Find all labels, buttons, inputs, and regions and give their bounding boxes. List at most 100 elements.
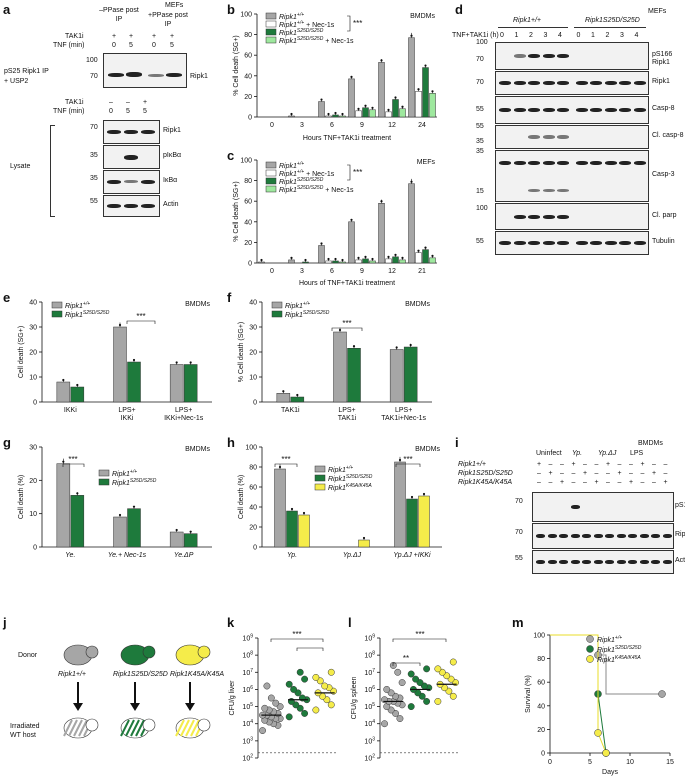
g-ylabel: Cell death (%) — [18, 475, 25, 519]
h-legend-label: Ripk1S25D/S25D — [328, 474, 373, 483]
panel-label-i: i — [455, 435, 459, 450]
h-point — [362, 536, 366, 540]
col-label-mefs: MEFs — [165, 2, 184, 9]
i-sign: – — [560, 461, 564, 468]
d-time-label: 1 — [514, 32, 519, 39]
panel-label-k: k — [227, 615, 235, 630]
i-protein-label: Ripk1 — [675, 531, 685, 538]
d-band — [633, 241, 646, 245]
g-point — [76, 492, 79, 495]
e-point — [76, 383, 79, 387]
c-sig: *** — [353, 168, 362, 177]
base: 10 — [364, 670, 372, 677]
h-bar — [394, 461, 406, 548]
b-bar — [385, 111, 392, 118]
i-genotype-label: Ripk1S25D/S25D — [458, 470, 513, 477]
j-host-stripe — [120, 719, 130, 737]
c-xtick-label: 21 — [418, 268, 426, 275]
gene: Ripk1 — [112, 471, 130, 478]
c-point — [260, 258, 263, 262]
c-bar — [288, 259, 295, 264]
f-ylabel: % Cell death (SG+) — [238, 322, 245, 383]
i-sign: + — [560, 479, 565, 486]
c-title: MEFs — [417, 159, 436, 166]
c-point — [387, 255, 390, 258]
b-bar — [355, 110, 362, 118]
g-legend-swatch — [98, 478, 110, 486]
d-band — [528, 241, 540, 245]
d-band — [542, 161, 555, 165]
l-point — [383, 685, 391, 693]
i-sign: – — [606, 470, 610, 477]
exp: 3 — [372, 736, 375, 742]
l-sig: ** — [403, 654, 409, 663]
i-band — [605, 560, 614, 564]
f-bar — [389, 349, 404, 403]
m-legend-swatch — [586, 655, 594, 663]
i-group-label: Yp. — [572, 450, 583, 457]
e-ytick-label: 40 — [29, 300, 37, 307]
d-mw-mark: 100 — [476, 205, 488, 212]
l-point — [434, 697, 442, 705]
i-sign: + — [606, 461, 611, 468]
k-point — [263, 682, 271, 690]
exp: 4 — [250, 719, 253, 725]
d-blot-row — [495, 42, 649, 70]
d-band — [590, 81, 602, 85]
h-legend-label: Ripk1K45A/K45A — [328, 483, 372, 492]
base: 10 — [364, 721, 372, 728]
k-point — [301, 709, 309, 717]
i-sign: + — [537, 461, 542, 468]
k-ytick-label: 105 — [242, 702, 253, 711]
c-bar — [422, 249, 429, 264]
a-lysate-tnf-value: 5 — [143, 108, 147, 115]
c-legend-swatch — [265, 185, 277, 193]
e-xtick-label: IKKi — [64, 407, 77, 414]
i-band — [536, 534, 545, 538]
m-xlabel: Days — [602, 769, 618, 776]
j-host-stripe — [175, 719, 185, 737]
base: 10 — [364, 756, 372, 763]
e-legend-label: Ripk1+/+ — [65, 301, 90, 310]
i-blot-row — [532, 523, 674, 549]
m-xtick-label: 0 — [548, 759, 552, 766]
i-sign: + — [617, 470, 622, 477]
e-ytick-label: 30 — [29, 325, 37, 332]
h-point — [278, 465, 282, 469]
h-sig-bracket-2 — [395, 463, 421, 467]
i-group-label: Yp.ΔJ — [598, 450, 617, 457]
d-time-label: 0 — [500, 32, 504, 39]
d-band — [542, 135, 555, 139]
base: 10 — [364, 704, 372, 711]
b-ytick-label: 0 — [248, 115, 252, 122]
lysate-protein-actin: Actin — [163, 201, 179, 208]
f-bar — [347, 348, 361, 403]
c-xtick-label: 0 — [270, 268, 274, 275]
panel-label-j: j — [3, 615, 7, 630]
l-sig-bracket — [392, 662, 421, 666]
l-sig-bracket — [392, 638, 447, 642]
i-sign: + — [652, 470, 657, 477]
c-legend-label: Ripk1S25D/S25D — [279, 177, 324, 186]
a-lysate-tak1-sign: + — [143, 99, 148, 106]
d-time-label: 1 — [591, 32, 595, 39]
i-group-label: LPS — [630, 450, 644, 457]
m-ylabel: Survival (%) — [525, 675, 532, 713]
b-bar — [318, 101, 325, 118]
d-time-label: 2 — [605, 32, 610, 39]
gene: Ripk1 — [285, 303, 303, 310]
k-point — [321, 682, 329, 690]
l-ytick-label: 104 — [364, 719, 375, 728]
d-band — [557, 108, 569, 112]
exp: 3 — [250, 736, 253, 742]
h-ytick-label: 0 — [253, 545, 257, 552]
b-bar — [369, 109, 376, 118]
b-ytick-label: 80 — [244, 32, 252, 39]
c-bar — [362, 258, 369, 264]
c-bar — [355, 259, 362, 264]
d-band — [528, 135, 540, 139]
c-xtick-label: 9 — [360, 268, 364, 275]
e-legend-swatch — [51, 301, 63, 309]
d-band — [575, 241, 588, 245]
b-bar — [339, 115, 346, 118]
